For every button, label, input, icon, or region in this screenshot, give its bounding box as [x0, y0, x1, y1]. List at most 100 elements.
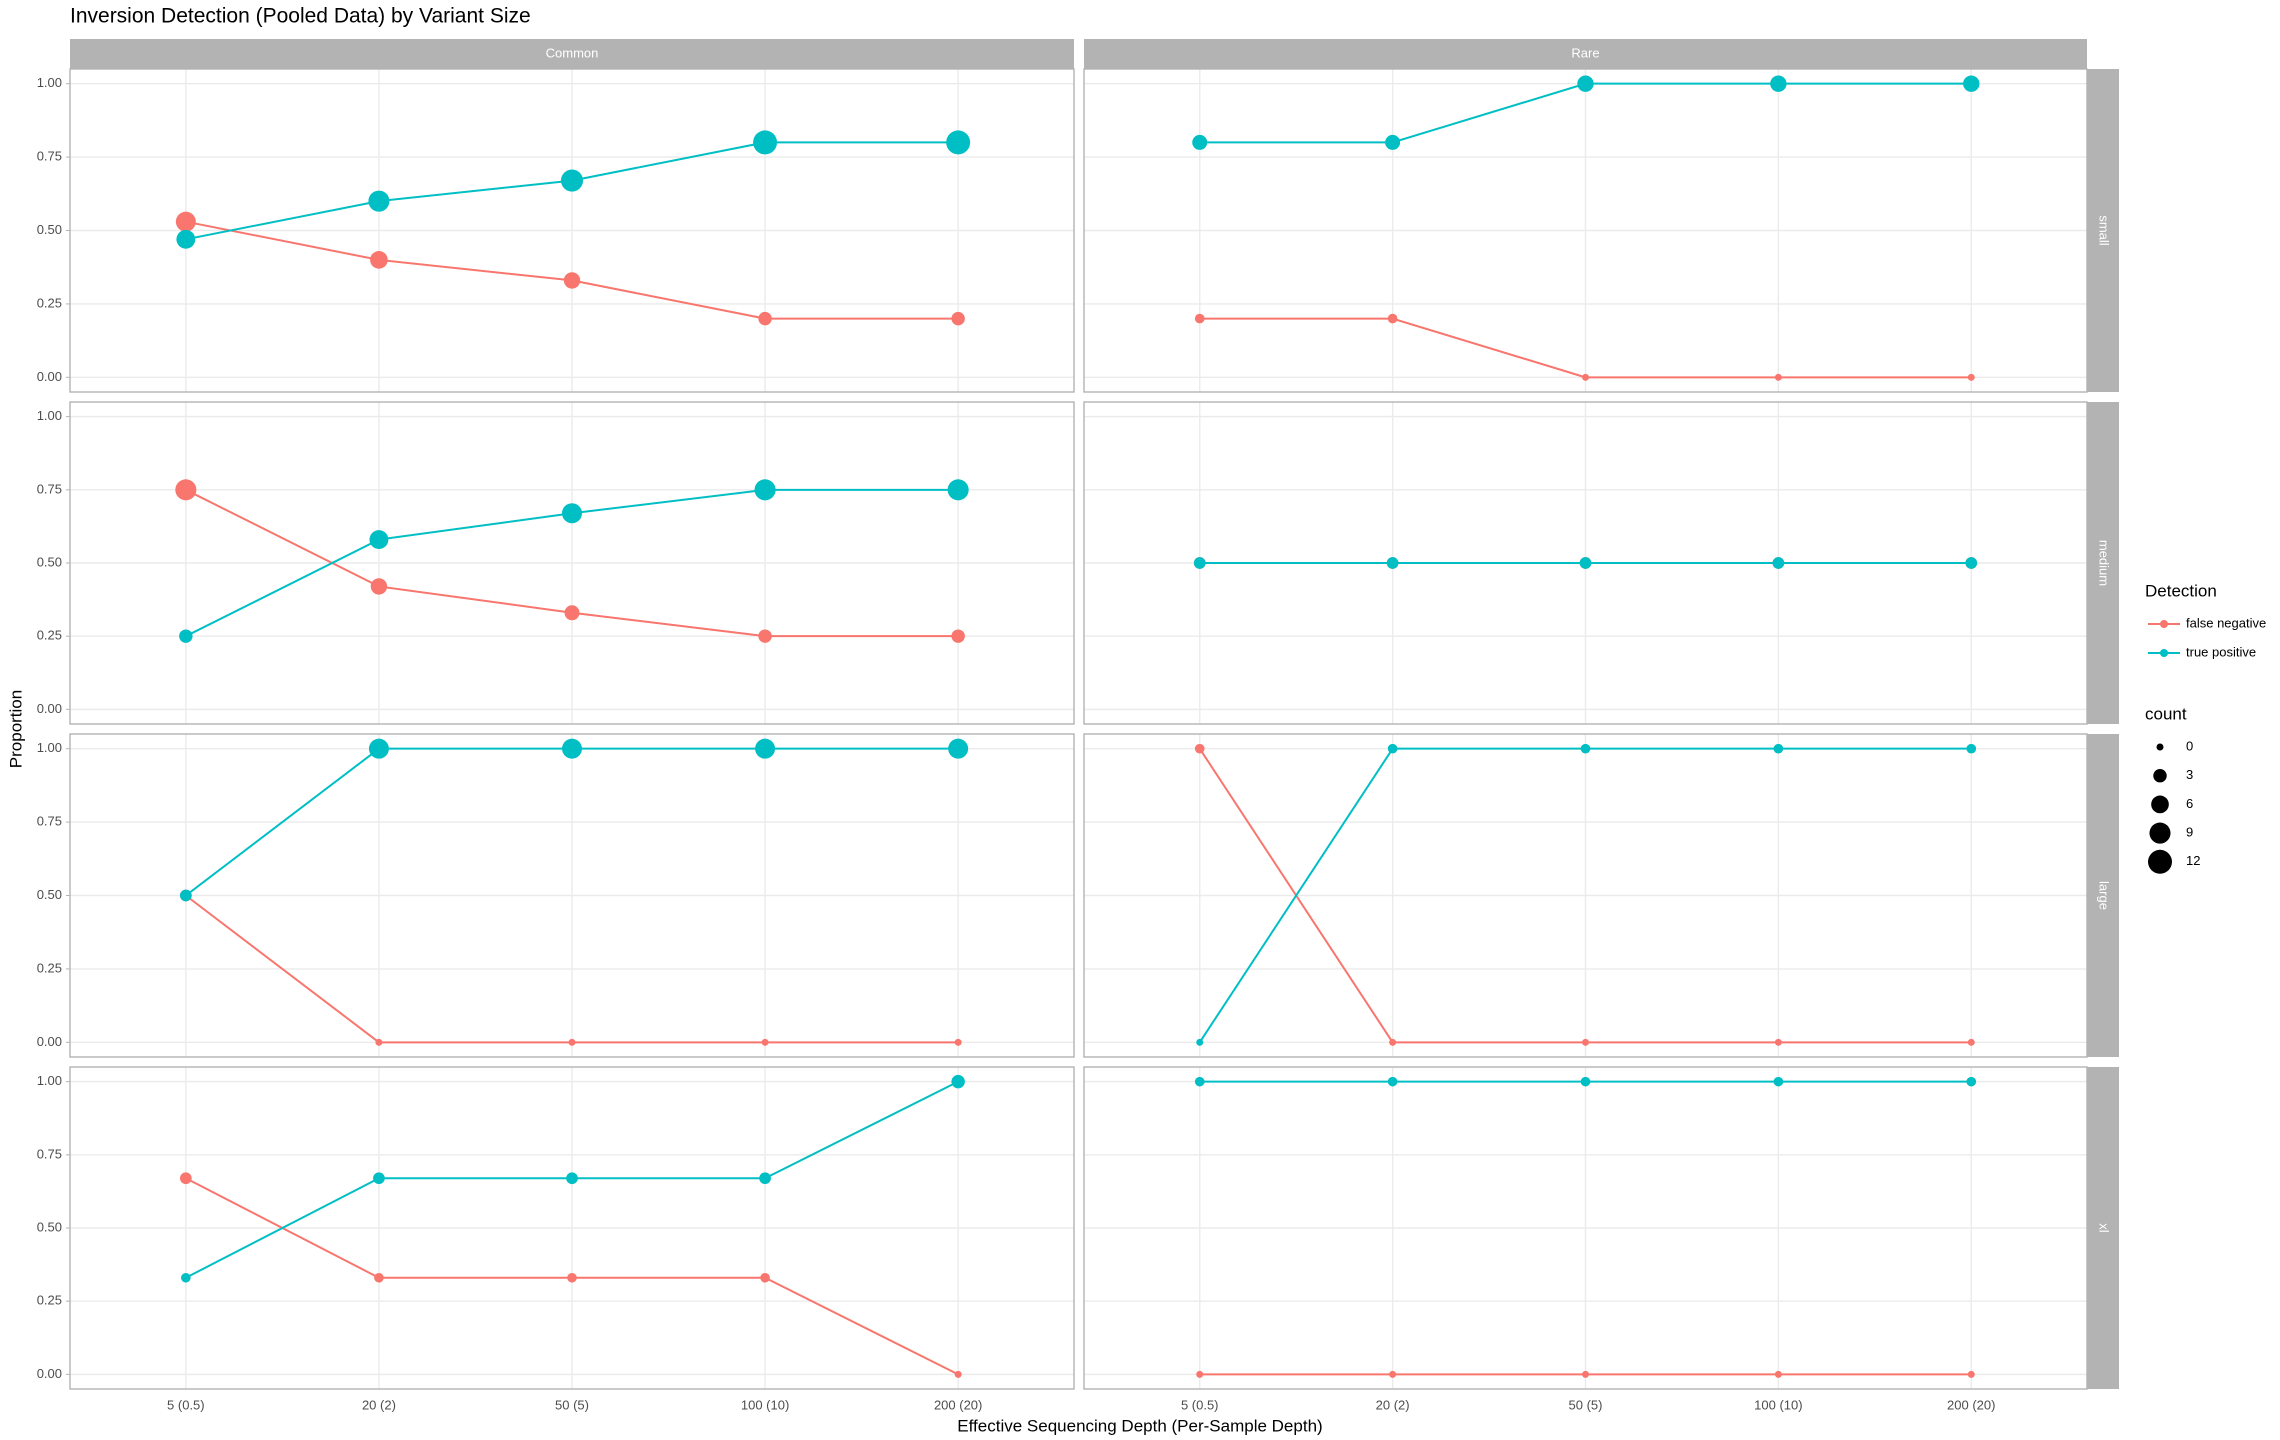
y-tick-label: 0.75	[37, 1146, 62, 1161]
column-strip	[70, 39, 1074, 69]
point	[758, 311, 772, 326]
point	[375, 1038, 383, 1046]
x-tick-label: 20 (2)	[362, 1397, 396, 1412]
point	[954, 1038, 962, 1046]
y-tick-label: 0.25	[37, 1293, 62, 1308]
x-tick-label: 200 (20)	[934, 1397, 982, 1412]
y-tick-label: 0.50	[37, 222, 62, 237]
point	[1387, 1076, 1398, 1087]
y-tick-label: 1.00	[37, 75, 62, 90]
y-axis-title: Proportion	[6, 690, 25, 768]
x-tick-label: 100 (10)	[741, 1397, 789, 1412]
point	[563, 272, 581, 289]
point	[1774, 1038, 1782, 1046]
point	[759, 1172, 771, 1185]
panel-border	[1083, 68, 2088, 393]
point	[1386, 557, 1399, 569]
panel-border	[1083, 401, 2088, 725]
point	[760, 1272, 770, 1283]
point	[1774, 1370, 1782, 1378]
point	[566, 1172, 578, 1185]
row-strip-label: medium	[2097, 540, 2112, 586]
point	[370, 251, 388, 269]
legend-label: false negative	[2186, 615, 2266, 630]
point	[1387, 743, 1398, 754]
point	[1580, 1076, 1591, 1087]
y-tick-label: 0.00	[37, 701, 62, 716]
point	[1774, 373, 1782, 381]
size-legend-point	[2148, 849, 2172, 874]
legend-key-point	[2160, 620, 2168, 628]
point	[175, 479, 197, 501]
point	[1967, 1038, 1975, 1046]
point	[1582, 373, 1589, 381]
y-tick-label: 0.00	[37, 1366, 62, 1381]
point	[1772, 557, 1785, 569]
point	[567, 1272, 577, 1283]
point	[1577, 75, 1594, 92]
x-tick-label: 5 (0.5)	[1181, 1397, 1219, 1412]
column-strip-label: Rare	[1571, 45, 1599, 60]
point	[179, 1172, 192, 1185]
point	[1385, 134, 1401, 150]
point	[761, 1038, 769, 1046]
point	[1194, 1076, 1205, 1087]
point	[951, 1074, 965, 1089]
row-strip-label: large	[2097, 881, 2112, 910]
size-legend-label: 9	[2186, 825, 2193, 840]
point	[1770, 75, 1787, 92]
legend-label: true positive	[2186, 644, 2256, 659]
point	[1389, 1038, 1397, 1046]
point	[564, 605, 580, 621]
point	[368, 190, 390, 212]
y-tick-label: 0.75	[37, 814, 62, 829]
size-legend-point	[2156, 743, 2164, 751]
row-strip-label: xl	[2097, 1223, 2112, 1233]
point	[755, 738, 776, 759]
row-strip	[2087, 402, 2119, 724]
y-tick-label: 0.75	[37, 481, 62, 496]
size-legend-label: 6	[2186, 796, 2193, 811]
size-legend-label: 12	[2186, 853, 2200, 868]
point	[568, 1038, 576, 1046]
x-tick-label: 20 (2)	[1376, 1397, 1410, 1412]
y-tick-label: 1.00	[37, 1073, 62, 1088]
point	[370, 578, 388, 595]
point	[1193, 557, 1206, 569]
point	[175, 211, 196, 232]
y-tick-label: 0.00	[37, 369, 62, 384]
y-tick-label: 0.50	[37, 1219, 62, 1234]
point	[947, 479, 969, 501]
point	[1773, 743, 1784, 754]
y-tick-label: 1.00	[37, 740, 62, 755]
point	[1196, 1370, 1204, 1378]
y-tick-label: 0.00	[37, 1034, 62, 1049]
point	[1582, 1370, 1589, 1378]
point	[179, 629, 193, 643]
point	[1965, 557, 1978, 569]
column-strip	[1084, 39, 2087, 69]
size-legend-label: 3	[2186, 767, 2193, 782]
row-strip	[2087, 1067, 2119, 1389]
point	[560, 169, 584, 192]
point	[1194, 743, 1205, 754]
point	[1389, 1370, 1397, 1378]
point	[1580, 743, 1591, 754]
size-legend-title: count	[2145, 704, 2187, 723]
point	[181, 1272, 191, 1283]
point	[951, 311, 965, 326]
point	[1196, 1038, 1204, 1046]
point	[374, 1272, 384, 1283]
row-strip	[2087, 69, 2119, 392]
point	[1966, 743, 1977, 754]
point	[1582, 1038, 1589, 1046]
legend-title: Detection	[2145, 581, 2217, 600]
row-strip-label: small	[2097, 215, 2112, 245]
size-legend-point	[2149, 822, 2171, 844]
y-tick-label: 0.50	[37, 887, 62, 902]
chart-title: Inversion Detection (Pooled Data) by Var…	[70, 5, 531, 28]
row-strip	[2087, 734, 2119, 1057]
point	[753, 130, 778, 155]
point	[1579, 557, 1592, 569]
legend-key-point	[2160, 649, 2168, 657]
